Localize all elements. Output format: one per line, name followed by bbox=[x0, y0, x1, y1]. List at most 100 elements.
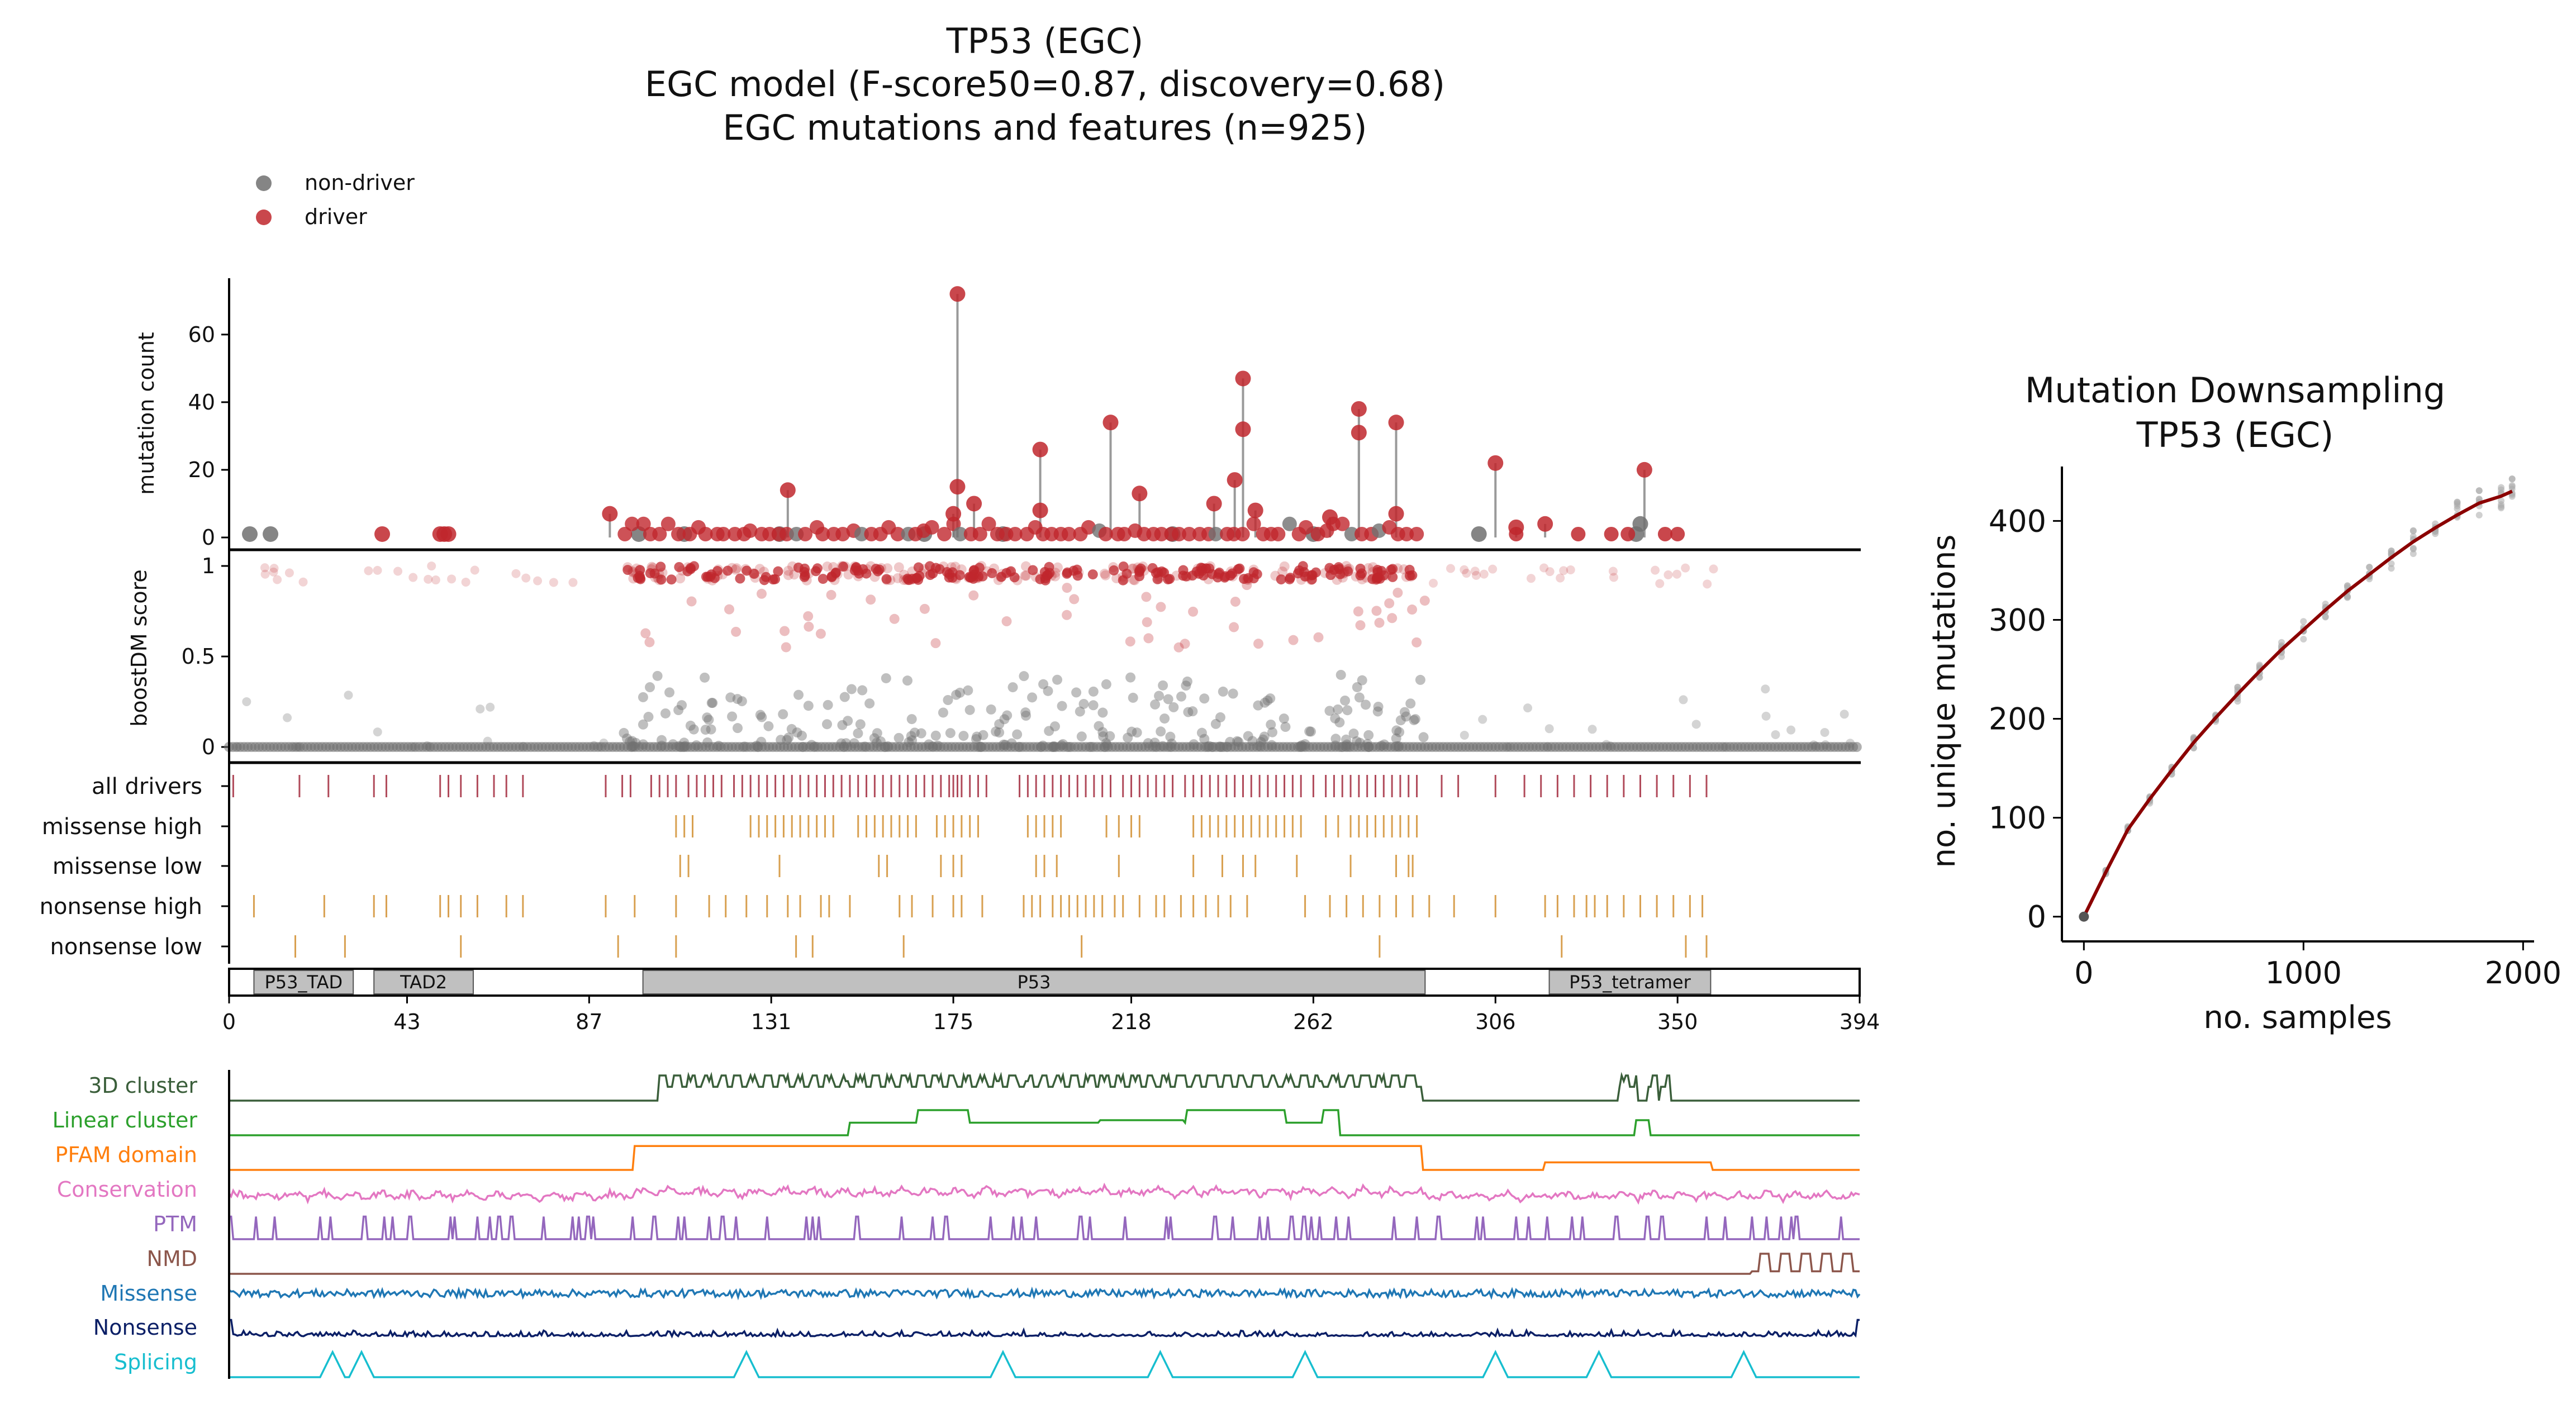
boostdm-point-low bbox=[668, 739, 678, 750]
boostdm-point-low bbox=[1215, 741, 1225, 752]
boostdm-point-low bbox=[806, 740, 817, 750]
boostdm-point-low bbox=[707, 698, 718, 708]
boostdm-point-low bbox=[1166, 738, 1177, 749]
downsampling-replicate-point bbox=[2498, 503, 2505, 510]
mutation-count-ytick-label: 60 bbox=[188, 322, 215, 347]
boostdm-point-low-outer bbox=[1605, 741, 1615, 751]
mutation-count-point-baseline bbox=[1409, 526, 1424, 541]
boostdm-point-driver bbox=[1367, 562, 1378, 573]
boostdm-point-low bbox=[628, 741, 638, 751]
boostdm-point-low bbox=[733, 723, 743, 734]
domain-xtick-label: 0 bbox=[222, 1010, 236, 1034]
mutation-count-point-baseline bbox=[716, 526, 731, 541]
boostdm-point-low bbox=[1035, 741, 1046, 752]
boostdm-point-low bbox=[782, 735, 792, 745]
boostdm-point-low bbox=[1078, 698, 1089, 709]
boostdm-point-low bbox=[1128, 692, 1138, 703]
boostdm-point-low bbox=[1330, 740, 1341, 751]
boostdm-point-low-outer bbox=[409, 742, 419, 751]
boostdm-point-low bbox=[1363, 741, 1373, 752]
boostdm-ylabel: boostDM score bbox=[127, 569, 151, 727]
boostdm-point-driver-mid bbox=[1374, 617, 1385, 628]
boostdm-point-low bbox=[1334, 717, 1345, 728]
boostdm-point-low bbox=[907, 735, 918, 746]
mutation-count-point-baseline bbox=[1335, 516, 1350, 531]
boostdm-point-low bbox=[1295, 741, 1305, 751]
boostdm-point-driver-mid bbox=[1419, 596, 1430, 606]
boostdm-point-low bbox=[836, 738, 847, 749]
boostdm-point-driver bbox=[854, 568, 864, 579]
boostdm-point-driver-mid bbox=[889, 613, 900, 624]
boostdm-point-low bbox=[822, 719, 833, 730]
mutation-count-point-baseline bbox=[1271, 526, 1286, 541]
downsampling-replicate-point bbox=[2256, 661, 2263, 669]
boostdm-point-low bbox=[1101, 738, 1111, 749]
boostdm-point-driver-mid bbox=[1387, 613, 1398, 624]
boostdm-point-low bbox=[1253, 700, 1263, 711]
boostdm-point-low bbox=[753, 741, 763, 752]
boostdm-point-low bbox=[1097, 727, 1108, 737]
boostdm-point-driver bbox=[723, 565, 733, 576]
boostdm-point-driver-outer bbox=[1651, 565, 1660, 575]
boostdm-point-driver bbox=[735, 573, 745, 584]
boostdm-point-driver-mid bbox=[1288, 635, 1299, 645]
boostdm-point-low bbox=[1376, 740, 1387, 751]
boostdm-point-driver bbox=[829, 575, 840, 586]
domain-box bbox=[373, 970, 474, 994]
boostdm-point-low-outer bbox=[1544, 724, 1554, 734]
downsampling-ytick-label: 300 bbox=[1989, 602, 2046, 637]
boostdm-point-low bbox=[963, 685, 973, 696]
mutation-count-point-baseline bbox=[981, 516, 996, 531]
boostdm-point-low bbox=[1159, 713, 1170, 724]
mutation-count-point-baseline bbox=[1182, 526, 1197, 541]
boostdm-point-low-outer bbox=[1478, 715, 1487, 724]
mutation-count-point-baseline bbox=[671, 526, 686, 541]
downsampling-ytick-label: 100 bbox=[1989, 801, 2046, 836]
boostdm-point-low bbox=[1150, 699, 1161, 710]
downsampling-xtick-label: 1000 bbox=[2265, 955, 2342, 991]
boostdm-point-driver bbox=[1404, 564, 1415, 575]
boostdm-point-low bbox=[1176, 691, 1187, 702]
boostdm-point-low bbox=[1199, 734, 1210, 744]
legend: non-driver driver bbox=[256, 170, 415, 229]
mutation-count-point-baseline bbox=[815, 526, 830, 541]
main-title-line2: EGC model (F-score50=0.87, discovery=0.6… bbox=[645, 64, 1445, 104]
boostdm-point-low bbox=[853, 728, 863, 739]
boostdm-point-low bbox=[627, 741, 638, 752]
boostdm-point-low bbox=[1266, 740, 1277, 750]
boostdm-point-low-outer bbox=[486, 702, 495, 712]
boostdm-point-driver-mid bbox=[1230, 596, 1241, 607]
boostdm-point-driver bbox=[622, 562, 633, 573]
feature-track-label: Splicing bbox=[114, 1350, 197, 1374]
boostdm-point-driver bbox=[1297, 561, 1308, 572]
boostdm-point-driver-outer bbox=[1672, 569, 1682, 579]
boostdm-point-low-outer bbox=[1720, 742, 1729, 751]
feature-track-label: Linear cluster bbox=[53, 1108, 198, 1132]
boostdm-point-driver-mid bbox=[1242, 580, 1252, 591]
boostdm-point-low bbox=[1012, 729, 1023, 740]
boostdm-point-low bbox=[880, 741, 891, 752]
boostdm-point-low bbox=[864, 698, 875, 709]
boostdm-point-driver-mid bbox=[1411, 637, 1422, 648]
boostdm-point-low bbox=[757, 712, 767, 722]
boostdm-point-low-outer bbox=[519, 742, 528, 751]
domain-xtick-label: 43 bbox=[393, 1010, 420, 1034]
mutation-count-point-driver bbox=[1351, 425, 1367, 441]
downsampling-replicate-point bbox=[2454, 500, 2461, 507]
boostdm-point-driver-outer bbox=[1609, 573, 1618, 582]
boostdm-point-driver bbox=[1277, 566, 1288, 577]
boostdm-point-low bbox=[933, 740, 943, 751]
boostdm-point-driver-outer bbox=[269, 567, 278, 577]
boostdm-point-driver bbox=[740, 564, 751, 574]
boostdm-point-driver-mid bbox=[866, 594, 876, 605]
boostdm-point-driver-mid bbox=[1069, 594, 1080, 605]
boostdm-point-driver-mid bbox=[731, 626, 742, 637]
boostdm-point-driver-outer bbox=[1539, 563, 1549, 573]
boostdm-point-low-outer bbox=[589, 741, 598, 750]
boostdm-point-low bbox=[909, 727, 920, 738]
mutation-count-point-baseline bbox=[798, 526, 813, 541]
boostdm-point-driver bbox=[1109, 565, 1119, 575]
boostdm-point-low-outer bbox=[1811, 741, 1821, 751]
boostdm-point-driver bbox=[861, 568, 872, 579]
